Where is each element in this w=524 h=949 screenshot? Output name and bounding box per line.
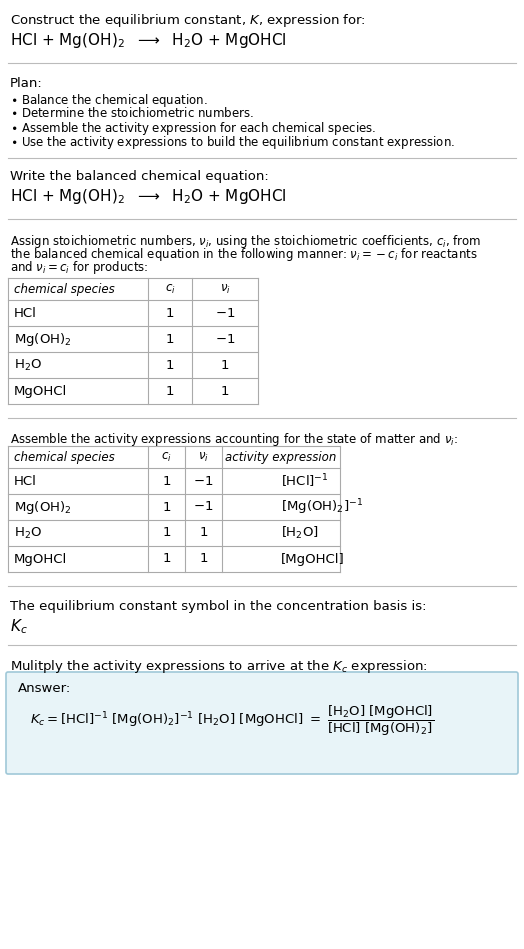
Text: HCl: HCl [14,474,37,488]
Text: 1: 1 [166,307,174,320]
Text: 1: 1 [199,552,208,566]
Text: $-1$: $-1$ [193,500,214,513]
Text: 1: 1 [162,474,171,488]
Text: activity expression: activity expression [225,451,337,463]
Text: 1: 1 [221,359,230,371]
Text: $-1$: $-1$ [193,474,214,488]
Text: Mg(OH)$_2$: Mg(OH)$_2$ [14,330,72,347]
Text: Construct the equilibrium constant, $K$, expression for:: Construct the equilibrium constant, $K$,… [10,12,366,29]
Text: and $\nu_i = c_i$ for products:: and $\nu_i = c_i$ for products: [10,259,148,276]
Text: [MgOHCl]: [MgOHCl] [281,552,345,566]
Text: H$_2$O: H$_2$O [14,358,42,373]
Text: H$_2$O: H$_2$O [14,526,42,541]
Text: chemical species: chemical species [14,283,115,295]
Text: $K_c = \mathrm{[HCl]^{-1}\ [Mg(OH)_2]^{-1}\ [H_2O]\ [MgOHCl]}\ =\ \dfrac{\mathrm: $K_c = \mathrm{[HCl]^{-1}\ [Mg(OH)_2]^{-… [30,704,434,738]
Text: 1: 1 [221,384,230,398]
Text: 1: 1 [162,500,171,513]
Text: Assemble the activity expressions accounting for the state of matter and $\nu_i$: Assemble the activity expressions accoun… [10,431,458,448]
Text: [Mg(OH)$_2$]$^{-1}$: [Mg(OH)$_2$]$^{-1}$ [281,497,363,517]
Text: $\nu_i$: $\nu_i$ [220,283,231,295]
Text: 1: 1 [162,552,171,566]
Text: 1: 1 [162,527,171,539]
Text: $\bullet$ Use the activity expressions to build the equilibrium constant express: $\bullet$ Use the activity expressions t… [10,134,455,151]
Text: 1: 1 [166,332,174,345]
Text: $\bullet$ Balance the chemical equation.: $\bullet$ Balance the chemical equation. [10,92,208,109]
Text: HCl: HCl [14,307,37,320]
Text: $K_c$: $K_c$ [10,617,28,636]
Text: $\bullet$ Assemble the activity expression for each chemical species.: $\bullet$ Assemble the activity expressi… [10,120,376,137]
Text: MgOHCl: MgOHCl [14,384,67,398]
Text: $\bullet$ Determine the stoichiometric numbers.: $\bullet$ Determine the stoichiometric n… [10,106,254,120]
Text: [H$_2$O]: [H$_2$O] [281,525,319,541]
Text: the balanced chemical equation in the following manner: $\nu_i = -c_i$ for react: the balanced chemical equation in the fo… [10,246,478,263]
Text: 1: 1 [166,384,174,398]
Text: $\nu_i$: $\nu_i$ [198,451,209,463]
FancyBboxPatch shape [6,672,518,774]
Text: 1: 1 [166,359,174,371]
Text: Write the balanced chemical equation:: Write the balanced chemical equation: [10,170,269,183]
Text: HCl + Mg(OH)$_2$  $\longrightarrow$  H$_2$O + MgOHCl: HCl + Mg(OH)$_2$ $\longrightarrow$ H$_2$… [10,187,287,206]
Text: $-1$: $-1$ [215,332,235,345]
Text: Assign stoichiometric numbers, $\nu_i$, using the stoichiometric coefficients, $: Assign stoichiometric numbers, $\nu_i$, … [10,233,481,250]
Text: [HCl]$^{-1}$: [HCl]$^{-1}$ [281,473,329,490]
Text: MgOHCl: MgOHCl [14,552,67,566]
Text: The equilibrium constant symbol in the concentration basis is:: The equilibrium constant symbol in the c… [10,600,427,613]
Text: chemical species: chemical species [14,451,115,463]
Text: $c_i$: $c_i$ [161,451,172,463]
Text: $c_i$: $c_i$ [165,283,176,295]
Text: HCl + Mg(OH)$_2$  $\longrightarrow$  H$_2$O + MgOHCl: HCl + Mg(OH)$_2$ $\longrightarrow$ H$_2$… [10,31,287,50]
Text: 1: 1 [199,527,208,539]
Text: Mulitply the activity expressions to arrive at the $K_c$ expression:: Mulitply the activity expressions to arr… [10,658,428,675]
Text: $-1$: $-1$ [215,307,235,320]
Text: Mg(OH)$_2$: Mg(OH)$_2$ [14,498,72,515]
Text: Answer:: Answer: [18,682,71,695]
Text: Plan:: Plan: [10,77,43,90]
